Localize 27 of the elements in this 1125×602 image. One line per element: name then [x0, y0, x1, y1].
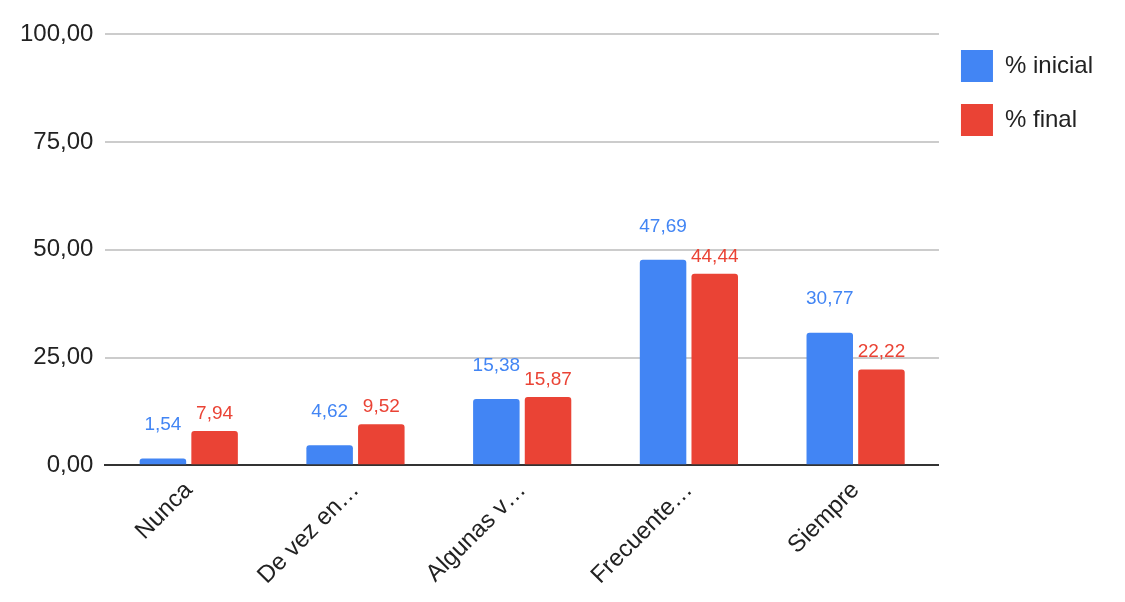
- bar: [806, 332, 854, 465]
- bar: [306, 445, 353, 465]
- bar: [858, 369, 905, 465]
- data-label: 15,87: [524, 367, 572, 389]
- y-tick-label: 75,00: [33, 126, 94, 154]
- bar: [191, 431, 238, 465]
- x-tick-label: De vez en…: [251, 475, 364, 589]
- data-label: 4,62: [311, 400, 349, 422]
- legend-label: % inicial: [1004, 50, 1093, 78]
- bar: [358, 424, 405, 465]
- data-label: 1,54: [144, 413, 182, 435]
- y-tick-label: 0,00: [46, 449, 94, 477]
- data-label: 30,77: [806, 287, 854, 309]
- data-label: 9,52: [362, 394, 400, 416]
- data-label: 47,69: [639, 214, 687, 236]
- y-tick-label: 25,00: [33, 342, 94, 370]
- data-label: 44,44: [690, 244, 739, 266]
- data-label: 15,38: [472, 353, 521, 375]
- bar: [473, 398, 520, 465]
- data-label: 22,22: [857, 340, 906, 362]
- legend-label: % final: [1004, 104, 1078, 132]
- data-label: 7,94: [196, 401, 234, 423]
- y-tick-label: 100,00: [20, 19, 94, 47]
- bar: [691, 273, 738, 465]
- y-tick-label: 50,00: [33, 234, 94, 262]
- bar: [639, 259, 687, 465]
- bar: [524, 396, 572, 465]
